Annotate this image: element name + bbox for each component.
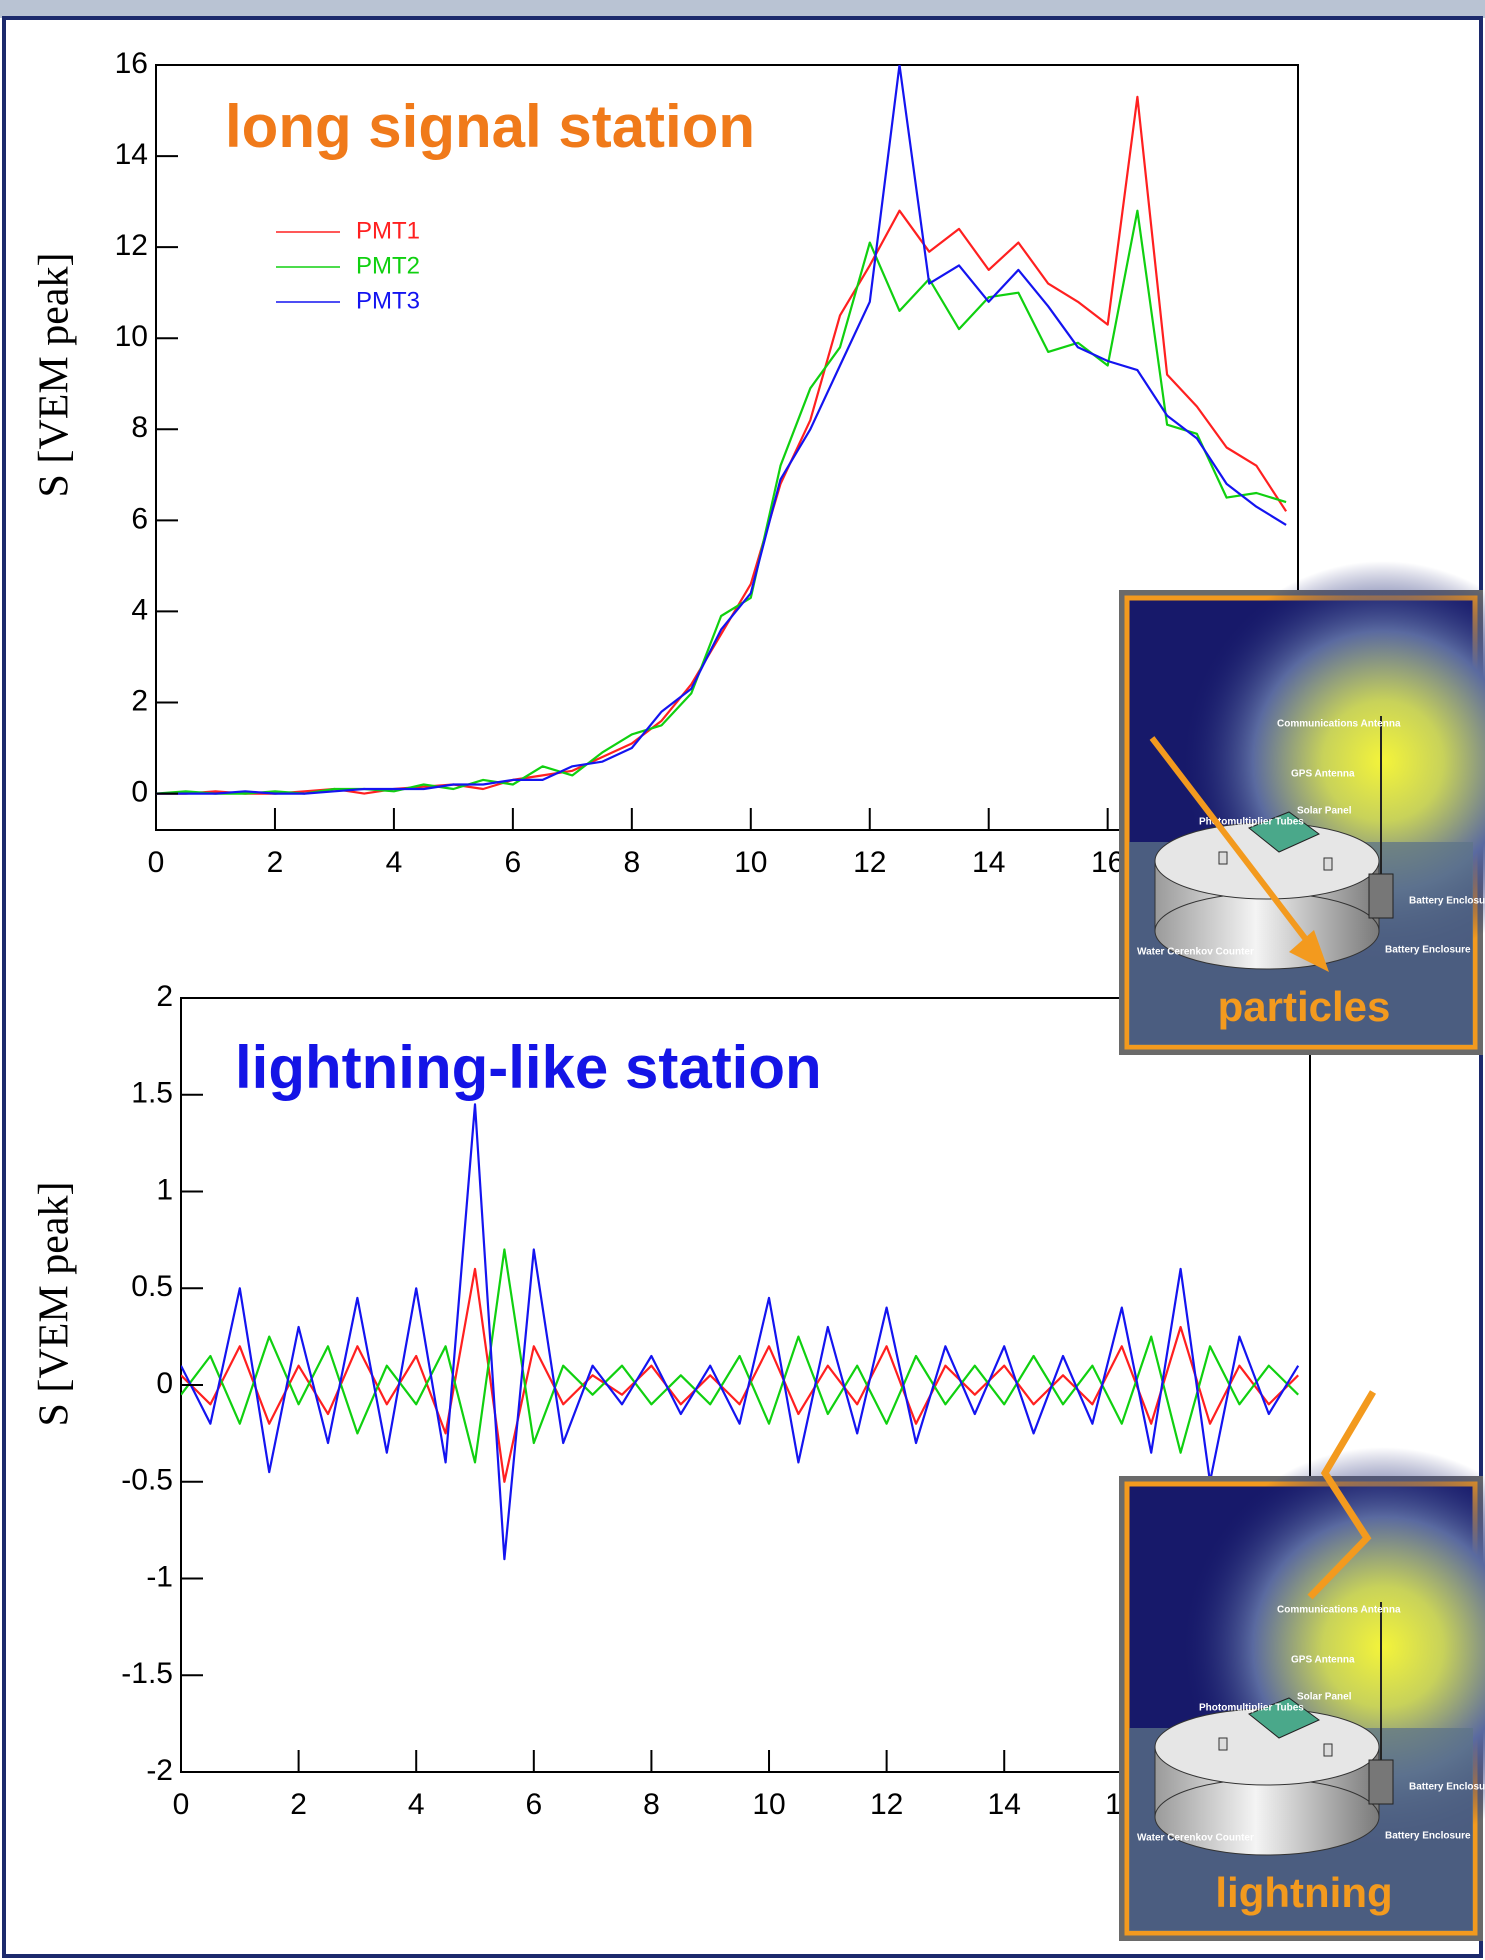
chart-title: long signal station (225, 93, 755, 160)
inset-label: Water Cerenkov Counter (1137, 1833, 1254, 1844)
y-tick-label: 1.5 (131, 1077, 173, 1110)
x-tick-label: 10 (752, 1788, 785, 1821)
x-tick-label: 10 (734, 846, 767, 879)
x-tick-label: 14 (988, 1788, 1021, 1821)
data-layer (156, 65, 1288, 795)
insets: Communications Antenna GPS Antenna Solar P… (1119, 561, 1485, 1941)
x-tick-label: 2 (267, 846, 284, 879)
y-tick-label: 4 (131, 593, 148, 626)
chart: 0246810121416024681012141618S [VEM peak]… (32, 47, 1299, 879)
signal-trace (181, 1103, 1300, 1561)
y-tick-label: 14 (115, 138, 148, 171)
pmt (1323, 857, 1333, 871)
legend-label: PMT3 (356, 287, 420, 314)
y-tick-label: -1.5 (121, 1657, 173, 1690)
y-tick-label: 6 (131, 502, 148, 535)
x-tick-label: 6 (505, 846, 522, 879)
y-tick-label: -2 (146, 1754, 173, 1787)
y-tick-label: 0 (131, 775, 148, 808)
station-inset: Communications Antenna GPS Antenna Solar P… (1119, 561, 1485, 1055)
inset-label: Communications Antenna (1277, 719, 1401, 730)
signal-trace (181, 1267, 1299, 1483)
particle-arrow (1149, 736, 1317, 952)
x-tick-label: 12 (853, 846, 886, 879)
legend-label: PMT2 (356, 252, 420, 279)
plot-area (155, 64, 1299, 831)
inset-label: GPS Antenna (1291, 769, 1355, 780)
inset-label: GPS Antenna (1291, 1655, 1355, 1666)
solar-panel (1248, 811, 1320, 853)
inset-label: Solar Panel (1297, 806, 1352, 817)
x-tick-label: 8 (643, 1788, 660, 1821)
x-tick-label: 0 (148, 846, 165, 879)
y-tick-label: 1 (156, 1173, 173, 1206)
inset-label: Battery Enclosure (1409, 896, 1485, 907)
inset-label: Communications Antenna (1277, 1605, 1401, 1616)
pmt (1218, 1737, 1228, 1751)
legend-label: PMT1 (356, 217, 420, 244)
x-tick-label: 14 (972, 846, 1005, 879)
lightning-bolt (1307, 1390, 1377, 1600)
x-tick-label: 0 (173, 1788, 190, 1821)
chart-title: lightning-like station (235, 1034, 822, 1101)
top-band (0, 0, 1485, 18)
y-tick-label: 0.5 (131, 1270, 173, 1303)
chart: -2-1.5-1-0.500.511.52024681012141618S [V… (32, 980, 1311, 1821)
inset-label: Battery Enclosure (1385, 945, 1471, 956)
x-tick-label: 8 (623, 846, 640, 879)
data-layer (181, 1103, 1300, 1561)
y-tick-label: -1 (146, 1560, 173, 1593)
x-tick-label: 16 (1091, 846, 1124, 879)
battery-box (1368, 1759, 1394, 1805)
x-tick-label: 12 (870, 1788, 903, 1821)
pmt (1323, 1743, 1333, 1757)
battery-box (1368, 873, 1394, 919)
y-tick-label: 12 (115, 229, 148, 262)
signal-trace (156, 209, 1287, 795)
y-tick-label: 16 (115, 47, 148, 80)
y-axis-label: S [VEM peak] (32, 253, 78, 498)
pmt (1218, 851, 1228, 865)
inset-label: Water Cerenkov Counter (1137, 947, 1254, 958)
y-tick-label: 10 (115, 320, 148, 353)
signal-trace (156, 65, 1287, 795)
y-tick-label: 0 (156, 1367, 173, 1400)
inset-label: Solar Panel (1297, 1692, 1352, 1703)
x-tick-label: 4 (408, 1788, 425, 1821)
y-tick-label: -0.5 (121, 1464, 173, 1497)
inset-label: Battery Enclosure (1385, 1831, 1471, 1842)
signal-trace (181, 1248, 1299, 1464)
station-inset: Communications Antenna GPS Antenna Solar P… (1119, 1447, 1485, 1941)
x-tick-label: 2 (290, 1788, 307, 1821)
y-axis-label: S [VEM peak] (32, 1182, 78, 1427)
y-tick-label: 2 (131, 684, 148, 717)
inset-label: Photomultiplier Tubes (1199, 817, 1304, 828)
inset-caption: lightning (1215, 1869, 1392, 1916)
inset-caption: particles (1218, 983, 1391, 1030)
y-tick-label: 8 (131, 411, 148, 444)
inset-label: Photomultiplier Tubes (1199, 1703, 1304, 1714)
particle-arrowhead (1289, 930, 1329, 972)
x-tick-label: 6 (525, 1788, 542, 1821)
inset-label: Battery Enclosure (1409, 1782, 1485, 1793)
y-tick-label: 2 (156, 980, 173, 1013)
x-tick-label: 4 (386, 846, 403, 879)
solar-panel (1248, 1697, 1320, 1739)
